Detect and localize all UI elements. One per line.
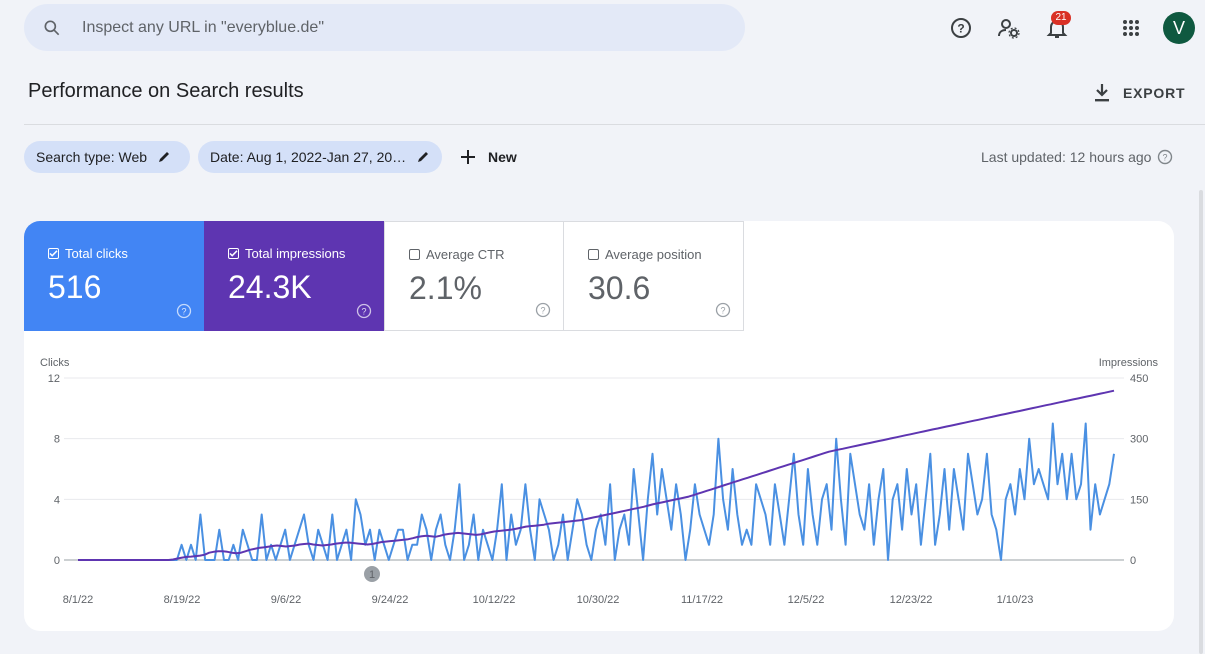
x-axis-tick-label: 10/12/22 [473, 594, 516, 606]
metric-label-row: Total impressions [228, 246, 345, 261]
help-circle-icon[interactable]: ? [715, 302, 731, 318]
metric-label: Average CTR [426, 247, 505, 262]
search-icon [44, 20, 60, 35]
help-circle-icon[interactable]: ? [356, 303, 372, 319]
plus-icon [461, 150, 475, 164]
help-circle-icon[interactable]: ? [535, 302, 551, 318]
new-filter-label: New [488, 149, 517, 165]
notifications-count-badge: 21 [1051, 11, 1071, 25]
metric-label: Average position [605, 247, 702, 262]
metric-value: 2.1% [409, 270, 482, 306]
x-axis-tick-label: 9/24/22 [372, 594, 409, 606]
x-axis-tick-label: 9/6/22 [271, 594, 302, 606]
help-icon[interactable]: ? [941, 8, 981, 48]
x-axis-tick-label: 8/1/22 [63, 594, 94, 606]
series-line-clicks [78, 422, 1115, 561]
metric-value: 516 [48, 269, 102, 305]
left-axis-tick-label: 12 [48, 373, 60, 385]
checkbox-checked-icon[interactable] [48, 248, 59, 259]
checkbox-unchecked-icon[interactable] [588, 249, 599, 260]
series-line-impressions [78, 389, 1115, 561]
right-axis-tick-label: 450 [1130, 373, 1148, 385]
metric-label: Total clicks [65, 246, 128, 261]
metric-total-clicks[interactable]: Total clicks 516 ? [24, 221, 204, 331]
page-scrollbar[interactable] [1199, 190, 1203, 654]
export-button[interactable]: EXPORT [1093, 78, 1185, 108]
svg-text:?: ? [957, 22, 964, 36]
left-axis-tick-label: 4 [54, 494, 60, 506]
url-inspection-input[interactable] [80, 17, 745, 38]
url-inspection-search-bar[interactable] [24, 4, 745, 51]
metric-label-row: Total clicks [48, 246, 128, 261]
x-axis-tick-label: 12/23/22 [890, 594, 933, 606]
left-axis-title: Clicks [40, 357, 70, 369]
checkbox-checked-icon[interactable] [228, 248, 239, 259]
metric-label: Total impressions [245, 246, 346, 261]
left-axis-tick-label: 8 [54, 434, 60, 446]
right-axis-title: Impressions [1099, 357, 1159, 369]
edit-pencil-icon [418, 152, 429, 162]
download-icon [1095, 84, 1109, 102]
checkbox-unchecked-icon[interactable] [409, 249, 420, 260]
search-type-filter-label: Search type: Web [36, 149, 148, 165]
date-filter-chip[interactable]: Date: Aug 1, 2022-Jan 27, 20… [198, 141, 442, 173]
annotation-marker[interactable] [364, 566, 380, 582]
svg-text:?: ? [540, 306, 545, 316]
right-axis-tick-label: 300 [1130, 434, 1148, 446]
date-filter-label: Date: Aug 1, 2022-Jan 27, 20… [210, 149, 407, 165]
metric-average-position[interactable]: Average position 30.6 ? [564, 221, 744, 331]
right-axis-tick-label: 0 [1130, 555, 1136, 567]
apps-grid-icon[interactable] [1111, 8, 1151, 48]
metric-label-row: Average position [588, 247, 702, 262]
account-avatar[interactable]: V [1163, 12, 1195, 44]
x-axis-tick-label: 8/19/22 [164, 594, 201, 606]
metric-total-impressions[interactable]: Total impressions 24.3K ? [204, 221, 384, 331]
svg-text:?: ? [720, 306, 725, 316]
x-axis-tick-label: 10/30/22 [577, 594, 620, 606]
metric-value: 24.3K [228, 269, 312, 305]
metric-average-ctr[interactable]: Average CTR 2.1% ? [384, 221, 564, 331]
last-updated-label: Last updated: 12 hours ago [981, 149, 1152, 165]
search-type-filter-chip[interactable]: Search type: Web [24, 141, 190, 173]
right-axis-tick-label: 150 [1130, 494, 1148, 506]
annotation-marker-label: 1 [369, 569, 375, 581]
svg-text:?: ? [181, 307, 186, 317]
help-circle-icon[interactable]: ? [1157, 149, 1173, 165]
header-divider [24, 124, 1205, 125]
page-title: Performance on Search results [28, 80, 304, 102]
metric-value: 30.6 [588, 270, 651, 306]
svg-text:?: ? [361, 307, 366, 317]
x-axis-tick-label: 11/17/22 [681, 594, 723, 606]
help-circle-icon[interactable]: ? [176, 303, 192, 319]
x-axis-tick-label: 12/5/22 [788, 594, 825, 606]
svg-text:?: ? [1163, 153, 1168, 163]
left-axis-tick-label: 0 [54, 555, 60, 567]
edit-pencil-icon [159, 152, 170, 162]
x-axis-tick-label: 1/10/23 [997, 594, 1034, 606]
new-filter-button[interactable]: New [458, 141, 517, 173]
manage-users-icon[interactable] [989, 8, 1029, 48]
last-updated-text: Last updated: 12 hours ago ? [981, 149, 1173, 165]
performance-card: Total clicks 516 ? Total impressions 24.… [24, 221, 1174, 631]
metric-label-row: Average CTR [409, 247, 505, 262]
performance-chart[interactable]: Clicks Impressions 0 4 8 12 0 150 300 450 8/1/22 8/… [24, 331, 1174, 631]
export-label: EXPORT [1123, 85, 1186, 101]
